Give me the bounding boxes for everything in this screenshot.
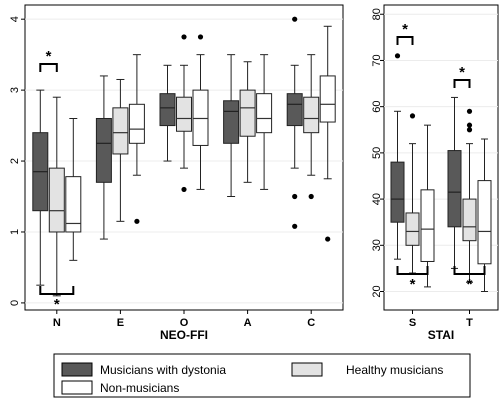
neoffi-y-tick-label: 4 <box>9 16 21 22</box>
stai-s-dystonia-box <box>390 161 405 223</box>
neoffi-n-significance-bracket <box>39 286 75 295</box>
neoffi-category-label: C <box>307 317 315 329</box>
neoffi-n-significance-star: * <box>54 296 60 313</box>
neoffi-n-significance-star: * <box>46 48 52 65</box>
legend: Musicians with dystonia Healthy musician… <box>53 353 471 398</box>
neoffi-a-nonmusicians-box <box>256 93 273 134</box>
stai-t-significance-bracket <box>453 79 471 88</box>
neoffi-axis-title: NEO-FFI <box>160 328 208 342</box>
neoffi-o-nonmusicians-outlier <box>197 34 204 40</box>
neoffi-o-healthy-outlier <box>181 34 187 40</box>
neoffi-c-dystonia-outlier <box>292 223 298 229</box>
neoffi-o-dystonia-box <box>159 93 176 127</box>
stai-s-significance-bracket <box>396 36 414 45</box>
neoffi-c-nonmusicians-box <box>319 75 336 123</box>
stai-s-healthy-outlier <box>409 113 416 119</box>
neoffi-o-healthy-box <box>176 96 192 132</box>
neoffi-y-tick-label: 2 <box>9 158 21 164</box>
neoffi-c-healthy-box <box>303 96 320 134</box>
legend-swatch-dystonia <box>61 362 93 377</box>
neoffi-category-label: E <box>117 317 124 329</box>
neoffi-a-healthy-box <box>239 89 256 137</box>
neoffi-c-nonmusicians-outlier <box>325 236 331 242</box>
stai-axis-title: STAI <box>428 328 454 342</box>
neoffi-e-healthy-box <box>112 107 129 155</box>
stai-category-label: T <box>466 317 473 329</box>
neoffi-category-label: N <box>53 317 61 329</box>
legend-label-nonmusicians: Non-musicians <box>100 381 179 395</box>
stai-t-significance-bracket <box>453 266 486 275</box>
neoffi-y-tick-label: 1 <box>9 229 21 235</box>
neoffi-o-nonmusicians-box <box>192 89 209 146</box>
neoffi-n-nonmusicians-box <box>65 176 82 233</box>
stai-y-tick-label: 80 <box>371 8 383 20</box>
neoffi-n-healthy-box <box>48 167 65 233</box>
stai-s-significance-star: * <box>410 276 416 293</box>
legend-label-healthy: Healthy musicians <box>346 363 443 377</box>
neoffi-o-healthy-outlier <box>181 186 187 193</box>
legend-label-dystonia: Musicians with dystonia <box>100 363 226 377</box>
legend-frame <box>53 353 471 398</box>
stai-y-tick-label: 40 <box>371 193 383 205</box>
stai-y-tick-label: 30 <box>371 239 383 251</box>
stai-t-healthy-outlier <box>466 127 473 133</box>
stai-t-healthy-box <box>462 198 477 242</box>
neoffi-y-tick-label: 3 <box>9 87 21 93</box>
neoffi-category-label: A <box>244 317 252 329</box>
neoffi-a-dystonia-box <box>223 100 240 144</box>
stai-s-significance-bracket <box>396 266 429 275</box>
neoffi-c-dystonia-box <box>286 93 303 127</box>
legend-swatch-healthy <box>291 362 323 377</box>
stai-t-healthy-outlier <box>466 108 473 114</box>
stai-t-healthy-outlier <box>466 122 473 128</box>
stai-s-significance-star: * <box>402 21 408 38</box>
neoffi-e-nonmusicians-box <box>128 103 145 144</box>
stai-s-healthy-box <box>405 212 420 246</box>
neoffi-c-dystonia-outlier <box>292 16 298 22</box>
stai-t-significance-star: * <box>467 276 473 293</box>
stai-t-nonmusicians-box <box>477 180 492 265</box>
stai-y-tick-label: 70 <box>371 54 383 66</box>
neoffi-y-tick-label: 0 <box>9 300 21 306</box>
stai-t-dystonia-box <box>447 150 462 228</box>
stai-s-dystonia-outlier <box>394 53 401 59</box>
neoffi-category-label: O <box>180 317 189 329</box>
stai-y-tick-label: 60 <box>371 101 383 113</box>
stai-s-nonmusicians-box <box>420 189 435 262</box>
neoffi-n-significance-bracket <box>39 63 58 72</box>
neoffi-c-dystonia-outlier <box>292 193 298 200</box>
stai-y-tick-label: 20 <box>371 285 383 297</box>
stai-category-label: S <box>409 317 416 329</box>
legend-swatch-nonmusicians <box>61 380 93 395</box>
neoffi-e-dystonia-box <box>95 117 112 183</box>
stai-y-tick-label: 50 <box>371 147 383 159</box>
neoffi-c-healthy-outlier <box>308 193 314 200</box>
neoffi-e-nonmusicians-outlier <box>134 218 140 224</box>
stai-t-significance-star: * <box>459 64 465 81</box>
